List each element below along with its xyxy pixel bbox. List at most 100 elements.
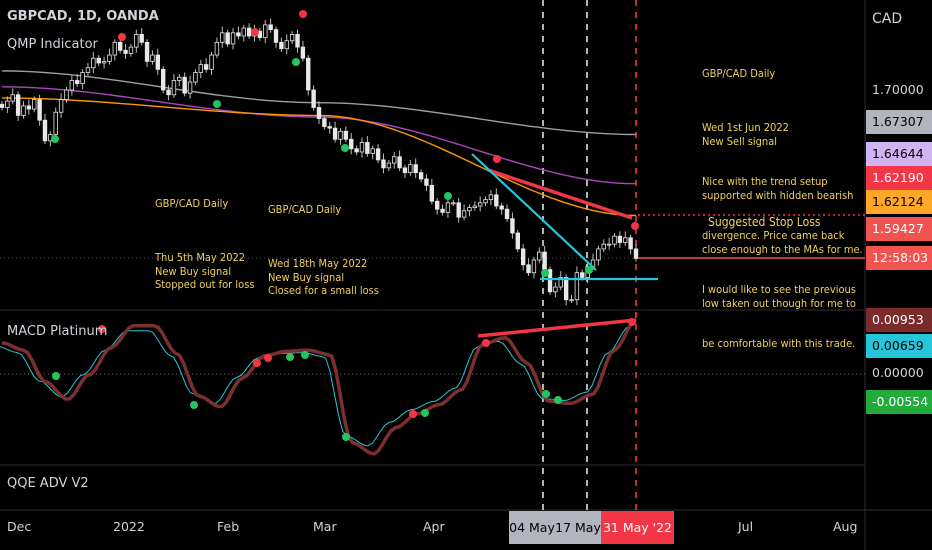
candle xyxy=(101,56,107,69)
candle xyxy=(418,169,424,183)
candle xyxy=(332,121,338,143)
candle xyxy=(150,50,155,65)
candle xyxy=(203,58,209,73)
candle xyxy=(510,212,515,239)
candle xyxy=(617,231,623,249)
candle xyxy=(397,150,402,172)
price-tick: 1.70000 xyxy=(872,82,924,97)
candle xyxy=(289,31,295,44)
indicator-qqe-label[interactable]: QQE ADV V2 xyxy=(7,476,89,491)
candle xyxy=(365,136,370,157)
candle xyxy=(316,101,322,125)
candle xyxy=(295,29,300,53)
sell-signal-dot xyxy=(251,28,259,36)
macd-sell-dot xyxy=(253,359,261,367)
macd-buy-dot xyxy=(342,433,350,441)
candle xyxy=(91,51,96,74)
candle xyxy=(381,153,386,174)
candle xyxy=(263,20,268,44)
annotation-may5: GBP/CAD Daily Thu 5th May 2022 New Buy si… xyxy=(155,197,255,291)
candle xyxy=(553,282,558,298)
candle xyxy=(69,75,75,96)
candle xyxy=(311,85,316,111)
sell-signal-dot xyxy=(631,222,639,230)
candle xyxy=(327,121,332,134)
candle xyxy=(574,266,580,306)
candle xyxy=(246,23,252,40)
macd-buy-dot xyxy=(542,390,550,398)
candle xyxy=(42,113,48,145)
candle xyxy=(467,204,472,217)
price-tag-2: 1.62190 xyxy=(866,166,932,190)
candle xyxy=(128,43,134,57)
signal-dots xyxy=(51,10,639,277)
buy-signal-dot xyxy=(292,58,300,66)
candle xyxy=(198,59,203,79)
currency-label: CAD xyxy=(872,11,903,27)
x-label-feb: Feb xyxy=(217,519,240,534)
candle xyxy=(96,55,101,67)
macd-divergence-line xyxy=(477,318,637,338)
candle xyxy=(461,204,467,221)
macd-tick: 0.00000 xyxy=(872,365,924,380)
x-tag-31-may: 31 May '22 xyxy=(601,511,674,544)
candle xyxy=(424,174,429,191)
candle xyxy=(139,28,144,46)
candle xyxy=(257,28,263,41)
candle xyxy=(182,72,187,97)
candle xyxy=(166,85,171,101)
candle xyxy=(612,233,617,248)
candle xyxy=(144,39,150,67)
x-tag-04-may: 04 May xyxy=(509,511,555,544)
price-tag-4: 1.59427 xyxy=(866,217,932,241)
buy-signal-dot xyxy=(444,192,452,200)
macd-buy-dot xyxy=(286,353,294,361)
candle xyxy=(75,74,80,87)
candle xyxy=(279,37,284,52)
candle xyxy=(230,28,236,50)
sell-signal-dot xyxy=(118,33,126,41)
macd-line xyxy=(1,318,637,456)
price-tag-3: 1.62124 xyxy=(866,190,932,214)
annotation-jun1: GBP/CAD Daily Wed 1st Jun 2022 New Sell s… xyxy=(702,67,863,350)
candle xyxy=(375,144,381,164)
candle xyxy=(386,159,392,172)
macd-sell-dot xyxy=(264,354,272,362)
indicator-macd-label[interactable]: MACD Platinum xyxy=(7,324,108,339)
candle xyxy=(21,101,26,119)
candle xyxy=(220,26,225,48)
symbol-title: GBPCAD, 1D, OANDA xyxy=(7,9,159,24)
x-tag-17-may: 17 May xyxy=(555,511,601,544)
candle xyxy=(236,26,241,40)
buy-signal-dot xyxy=(541,269,549,277)
candle xyxy=(64,86,69,103)
candle xyxy=(241,24,246,42)
candle xyxy=(488,190,494,206)
buy-signal-dot xyxy=(213,100,221,108)
macd-buy-dot xyxy=(190,401,198,409)
price-tag-5: 12:58:03 xyxy=(866,246,932,270)
candle xyxy=(155,48,161,75)
candle xyxy=(547,266,553,295)
candle xyxy=(268,18,273,33)
macd-buy-dot xyxy=(301,351,309,359)
candle xyxy=(623,231,628,246)
candle xyxy=(359,137,365,158)
candle xyxy=(322,115,327,130)
candle xyxy=(429,178,435,205)
candle xyxy=(273,26,279,48)
macd-buy-dot xyxy=(421,409,429,417)
candle xyxy=(26,99,32,115)
candle xyxy=(526,258,531,276)
candle xyxy=(435,198,440,215)
indicator-qmp-label[interactable]: QMP Indicator xyxy=(7,37,98,52)
macd-signal-dots xyxy=(52,318,636,441)
macd-sell-dot xyxy=(628,318,636,326)
candle xyxy=(606,237,612,250)
candle xyxy=(193,69,198,86)
cyan-trendline xyxy=(471,153,597,271)
candle xyxy=(451,199,456,206)
candle xyxy=(408,159,413,176)
candle xyxy=(160,66,166,94)
